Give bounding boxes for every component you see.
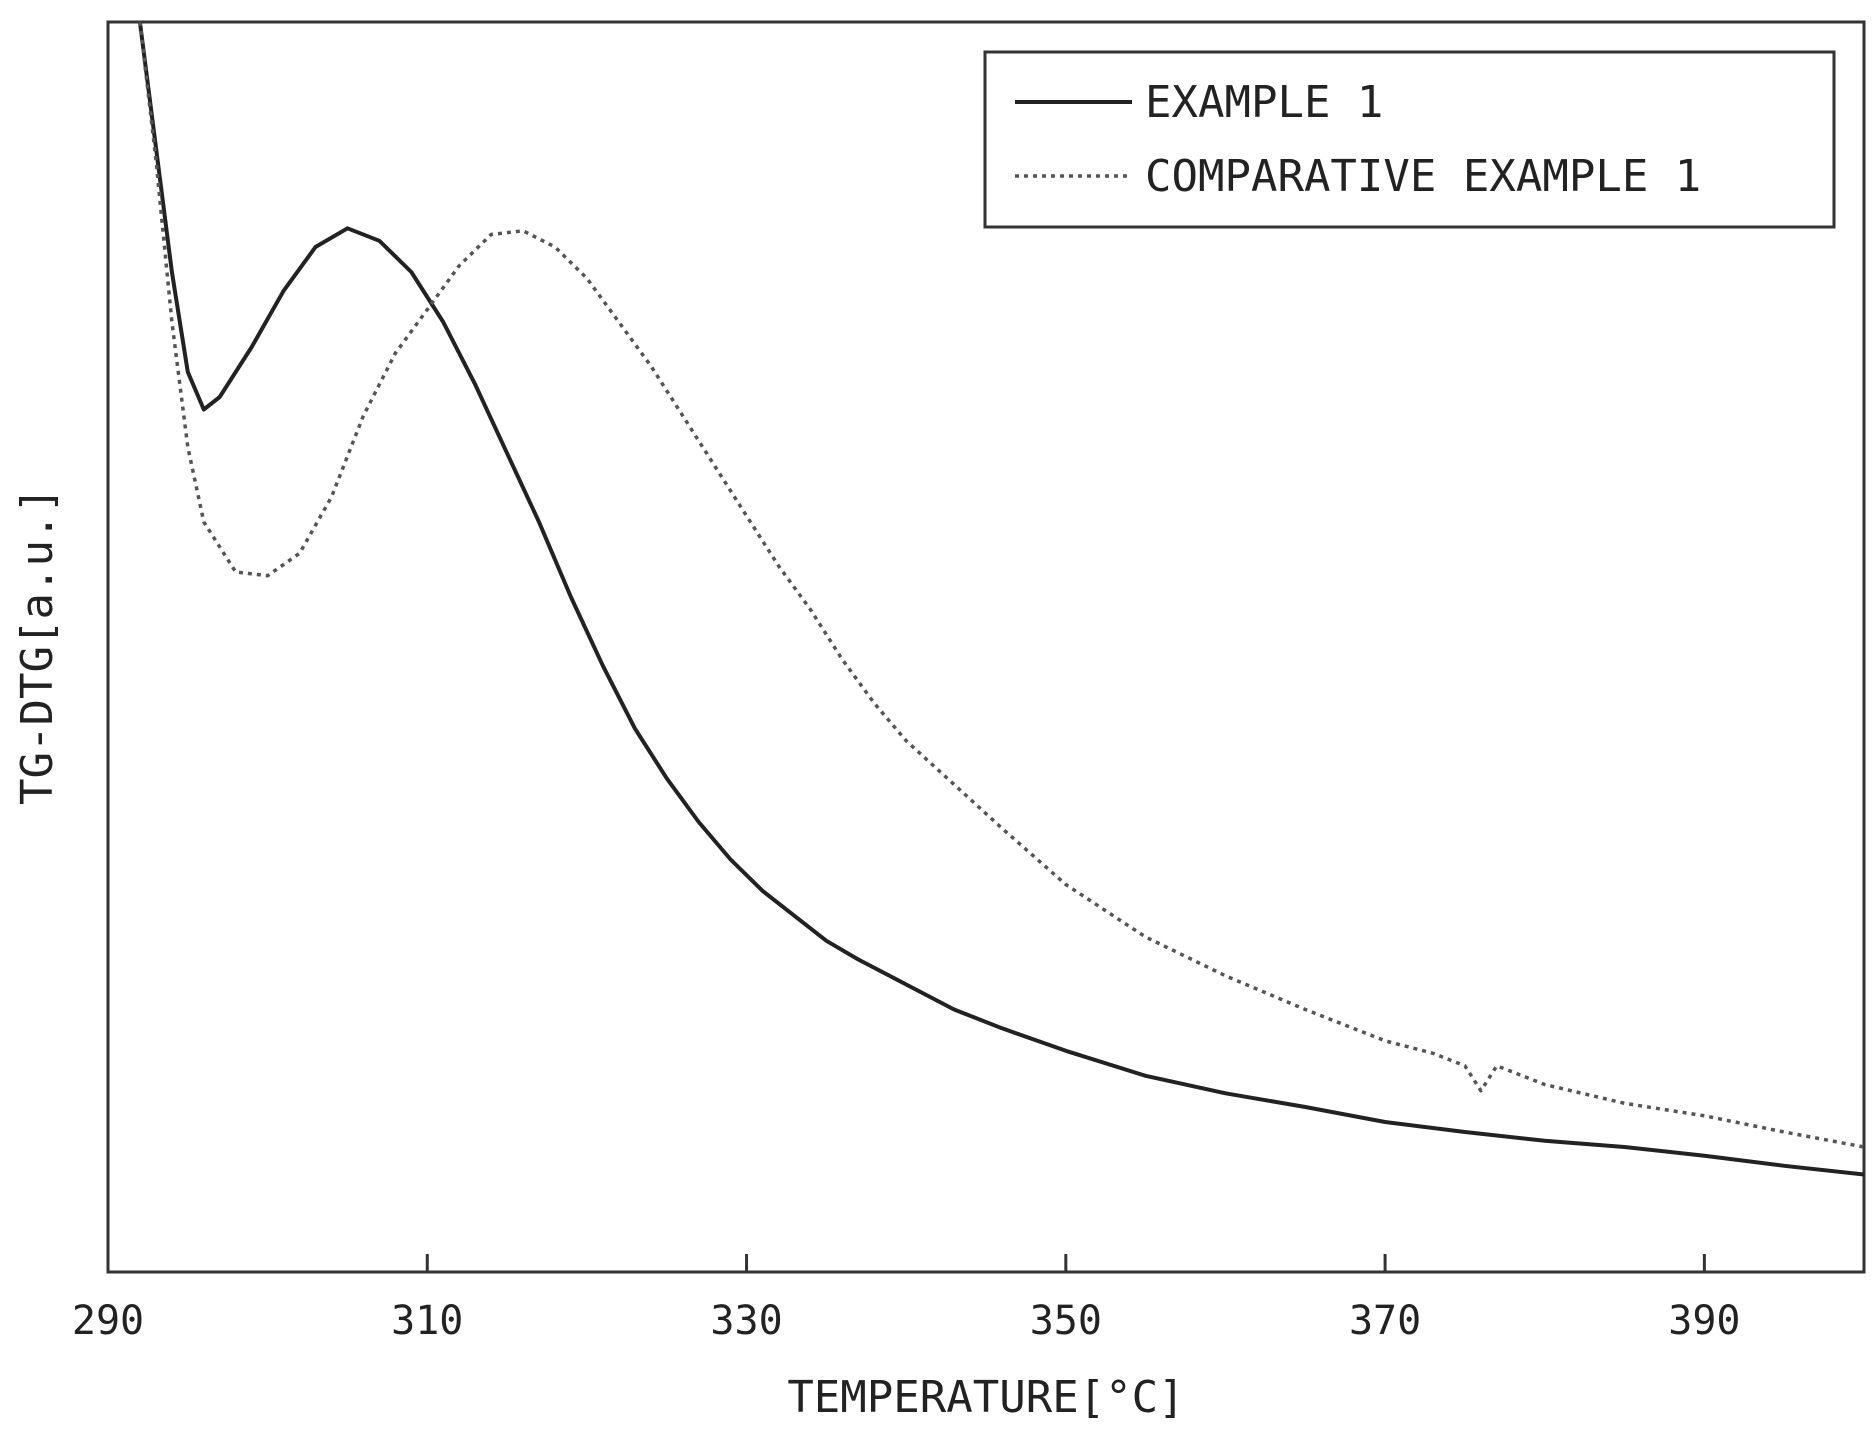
x-tick-label-370: 370 — [1349, 1298, 1421, 1344]
x-tick-label-310: 310 — [391, 1298, 463, 1344]
x-tick-label-330: 330 — [710, 1298, 782, 1344]
legend-label-example-1: EXAMPLE 1 — [1145, 77, 1383, 128]
legend-box — [983, 50, 1836, 229]
x-tick-label-390: 390 — [1668, 1298, 1740, 1344]
y-axis-label: TG-DTG[a.u.] — [12, 487, 63, 805]
legend: EXAMPLE 1 COMPARATIVE EXAMPLE 1 — [983, 50, 1836, 229]
series-line-comparative-example-1 — [138, 22, 1864, 1149]
x-axis-label: TEMPERATURE[°C] — [787, 1372, 1184, 1423]
series-line-example-1 — [137, 22, 1864, 1177]
x-tick-label-350: 350 — [1030, 1298, 1102, 1344]
legend-label-comparative-example-1: COMPARATIVE EXAMPLE 1 — [1145, 151, 1701, 202]
x-tick-label-290: 290 — [72, 1298, 144, 1344]
x-axis-ticks: 290 310 330 350 370 390 — [72, 1254, 1740, 1344]
plot-frame — [106, 20, 1866, 1274]
